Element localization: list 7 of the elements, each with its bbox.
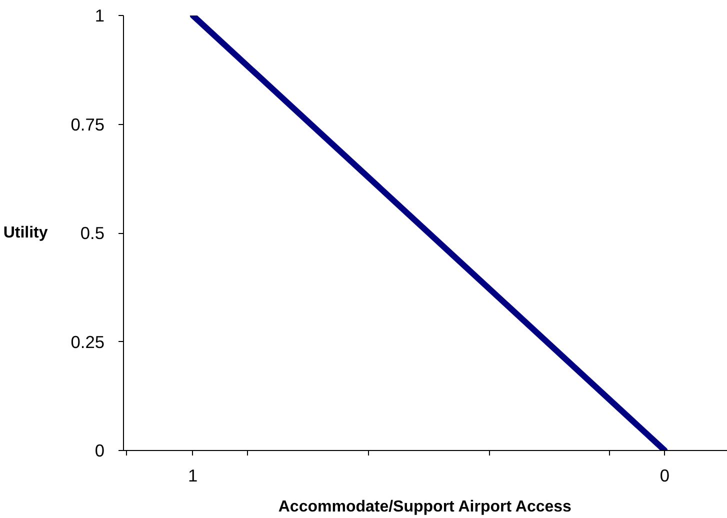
y-tick-label: 0.5 bbox=[80, 223, 105, 243]
y-tick-label: 1 bbox=[94, 6, 105, 26]
y-tick-label: 0.75 bbox=[70, 114, 105, 134]
y-tick-label: 0 bbox=[94, 440, 105, 460]
y-tick-label: 0.25 bbox=[70, 332, 105, 352]
x-axis-title: Accommodate/Support Airport Access bbox=[278, 498, 572, 516]
y-axis-title: Utility bbox=[3, 224, 48, 242]
